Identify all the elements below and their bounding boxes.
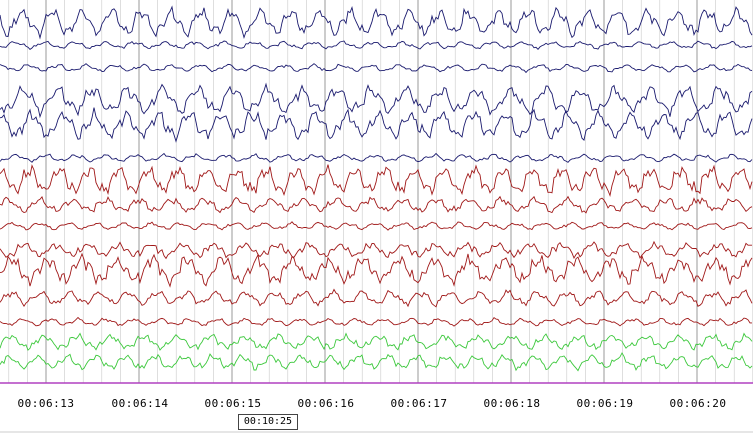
eeg-channel-trace — [0, 332, 753, 351]
time-grid — [8, 0, 753, 383]
timeline-scrollbar[interactable] — [0, 431, 753, 433]
time-label: 00:06:20 — [669, 397, 727, 410]
eeg-trace-area[interactable] — [0, 0, 753, 384]
eeg-channel-trace — [0, 288, 753, 308]
eeg-channel-trace — [0, 82, 753, 119]
time-label: 00:06:17 — [390, 397, 448, 410]
eeg-channel-trace — [0, 40, 753, 50]
eeg-channel-trace — [0, 316, 752, 327]
cursor-time-readout[interactable]: 00:10:25 — [238, 414, 298, 430]
eeg-channel-trace — [0, 221, 753, 231]
time-label: 00:06:13 — [17, 397, 75, 410]
eeg-channel-trace — [0, 352, 753, 372]
time-label: 00:06:19 — [576, 397, 634, 410]
eeg-channel-trace — [0, 63, 753, 74]
time-label: 00:06:14 — [111, 397, 169, 410]
eeg-channel-trace — [0, 240, 752, 260]
eeg-channel-trace — [0, 164, 753, 197]
time-axis: 00:06:13 00:06:14 00:06:15 00:06:16 00:0… — [0, 384, 753, 433]
time-label: 00:06:15 — [204, 397, 262, 410]
time-label: 00:06:16 — [297, 397, 355, 410]
eeg-channel-trace — [0, 5, 753, 40]
eeg-channel-trace — [0, 252, 753, 288]
eeg-channel-trace — [0, 195, 753, 214]
time-label: 00:06:18 — [483, 397, 541, 410]
eeg-channel-trace — [0, 152, 753, 163]
eeg-channel-trace — [0, 107, 753, 143]
